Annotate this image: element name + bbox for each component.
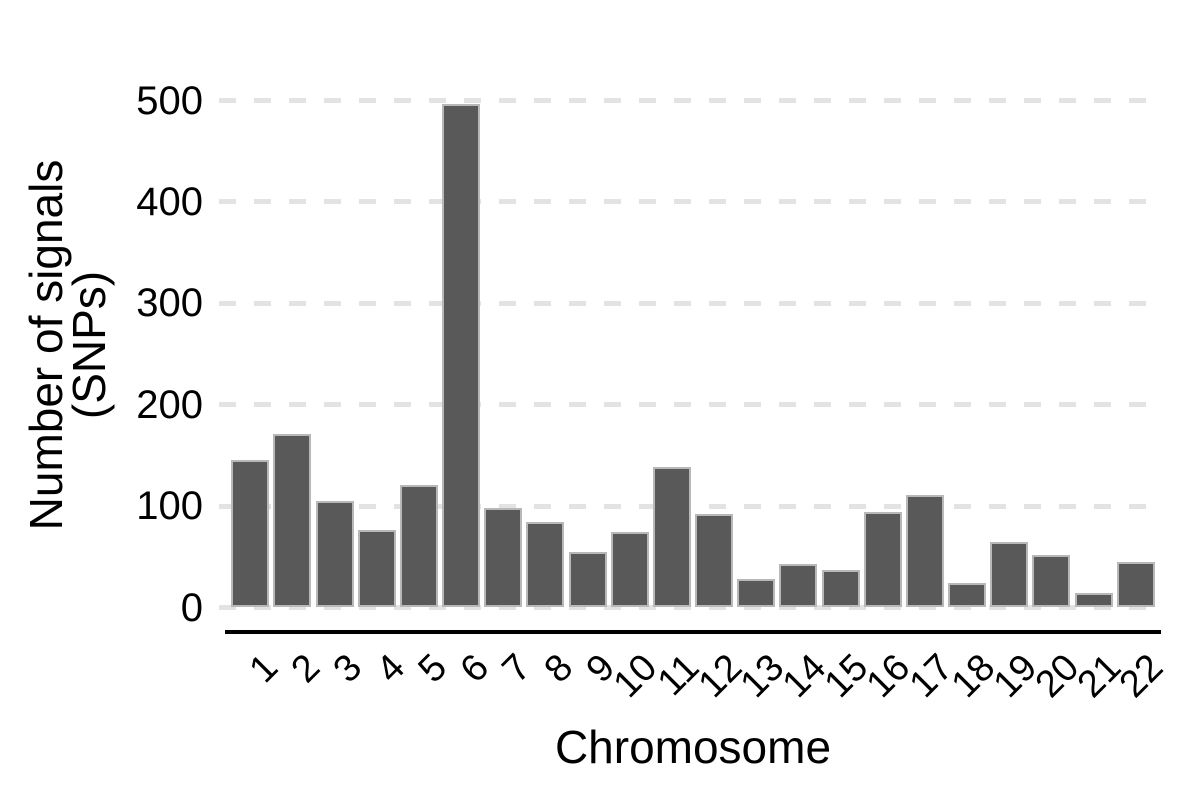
bar-chr-20 bbox=[1032, 554, 1071, 608]
gridline-y-300 bbox=[219, 300, 1161, 306]
bar-chr-14 bbox=[779, 563, 818, 608]
bar-chr-13 bbox=[737, 579, 776, 608]
bar-chr-5 bbox=[399, 484, 438, 608]
y-tick-label-400: 400 bbox=[136, 179, 203, 224]
bar-chr-9 bbox=[568, 551, 607, 608]
y-tick-label-0: 0 bbox=[180, 585, 203, 630]
bar-chr-1 bbox=[231, 460, 270, 608]
bar-chr-3 bbox=[315, 501, 354, 608]
y-tick-label-200: 200 bbox=[136, 382, 203, 427]
bar-chr-16 bbox=[863, 512, 902, 608]
bar-chr-10 bbox=[610, 532, 649, 608]
bar-chr-6 bbox=[442, 103, 481, 608]
y-tick-label-500: 500 bbox=[136, 78, 203, 123]
gridline-y-500 bbox=[219, 98, 1161, 103]
x-tick-label-8: 8 bbox=[536, 646, 582, 691]
bar-chr-18 bbox=[948, 583, 987, 608]
gridline-y-0 bbox=[219, 605, 1161, 610]
x-tick-label-5: 5 bbox=[410, 646, 455, 691]
x-tick-label-4: 4 bbox=[368, 646, 413, 691]
bar-chr-8 bbox=[526, 522, 565, 608]
bar-chr-17 bbox=[905, 494, 944, 608]
bar-chr-2 bbox=[273, 434, 312, 608]
x-tick-label-22: 22 bbox=[1112, 646, 1172, 706]
x-tick-label-2: 2 bbox=[283, 646, 329, 691]
bar-chr-21 bbox=[1074, 593, 1113, 608]
bar-chr-4 bbox=[357, 530, 396, 608]
y-axis-title-line1: Number of signals bbox=[20, 159, 72, 531]
bar-chr-11 bbox=[652, 466, 691, 608]
bar-chr-12 bbox=[695, 514, 734, 608]
x-tick-label-1: 1 bbox=[241, 646, 287, 691]
y-tick-label-100: 100 bbox=[136, 484, 203, 529]
x-axis-title: Chromosome bbox=[554, 721, 832, 773]
x-tick-label-3: 3 bbox=[325, 646, 371, 691]
x-tick-label-6: 6 bbox=[452, 646, 498, 691]
bar-chr-19 bbox=[990, 541, 1029, 608]
gridline-y-400 bbox=[219, 199, 1161, 205]
gridline-y-200 bbox=[219, 402, 1161, 408]
x-tick-label-7: 7 bbox=[494, 646, 540, 691]
bar-chr-7 bbox=[484, 508, 523, 608]
bar-chr-15 bbox=[821, 569, 860, 608]
bar-chr-22 bbox=[1116, 561, 1155, 608]
x-axis-line bbox=[225, 630, 1161, 634]
y-tick-label-300: 300 bbox=[136, 281, 203, 326]
